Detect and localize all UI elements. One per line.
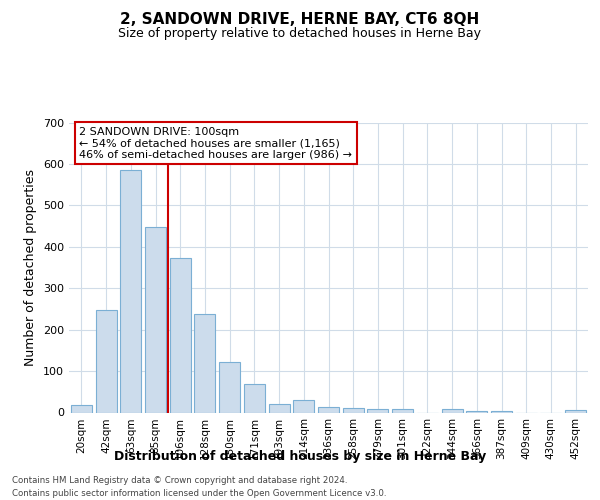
Text: Contains HM Land Registry data © Crown copyright and database right 2024.: Contains HM Land Registry data © Crown c… — [12, 476, 347, 485]
Bar — [367, 409, 388, 412]
Text: 2, SANDOWN DRIVE, HERNE BAY, CT6 8QH: 2, SANDOWN DRIVE, HERNE BAY, CT6 8QH — [121, 12, 479, 28]
Bar — [145, 227, 166, 412]
Bar — [442, 409, 463, 412]
Bar — [343, 408, 364, 412]
Text: Distribution of detached houses by size in Herne Bay: Distribution of detached houses by size … — [114, 450, 486, 463]
Text: Contains public sector information licensed under the Open Government Licence v3: Contains public sector information licen… — [12, 489, 386, 498]
Bar — [293, 400, 314, 412]
Bar — [244, 384, 265, 412]
Bar — [269, 404, 290, 412]
Bar — [565, 410, 586, 412]
Bar — [392, 409, 413, 412]
Bar — [71, 405, 92, 412]
Bar — [219, 362, 240, 412]
Bar — [194, 314, 215, 412]
Bar — [120, 170, 141, 412]
Text: Size of property relative to detached houses in Herne Bay: Size of property relative to detached ho… — [119, 28, 482, 40]
Y-axis label: Number of detached properties: Number of detached properties — [25, 169, 37, 366]
Bar — [95, 310, 116, 412]
Bar — [170, 258, 191, 412]
Bar — [491, 411, 512, 412]
Bar — [466, 411, 487, 412]
Bar — [318, 406, 339, 412]
Text: 2 SANDOWN DRIVE: 100sqm
← 54% of detached houses are smaller (1,165)
46% of semi: 2 SANDOWN DRIVE: 100sqm ← 54% of detache… — [79, 127, 352, 160]
